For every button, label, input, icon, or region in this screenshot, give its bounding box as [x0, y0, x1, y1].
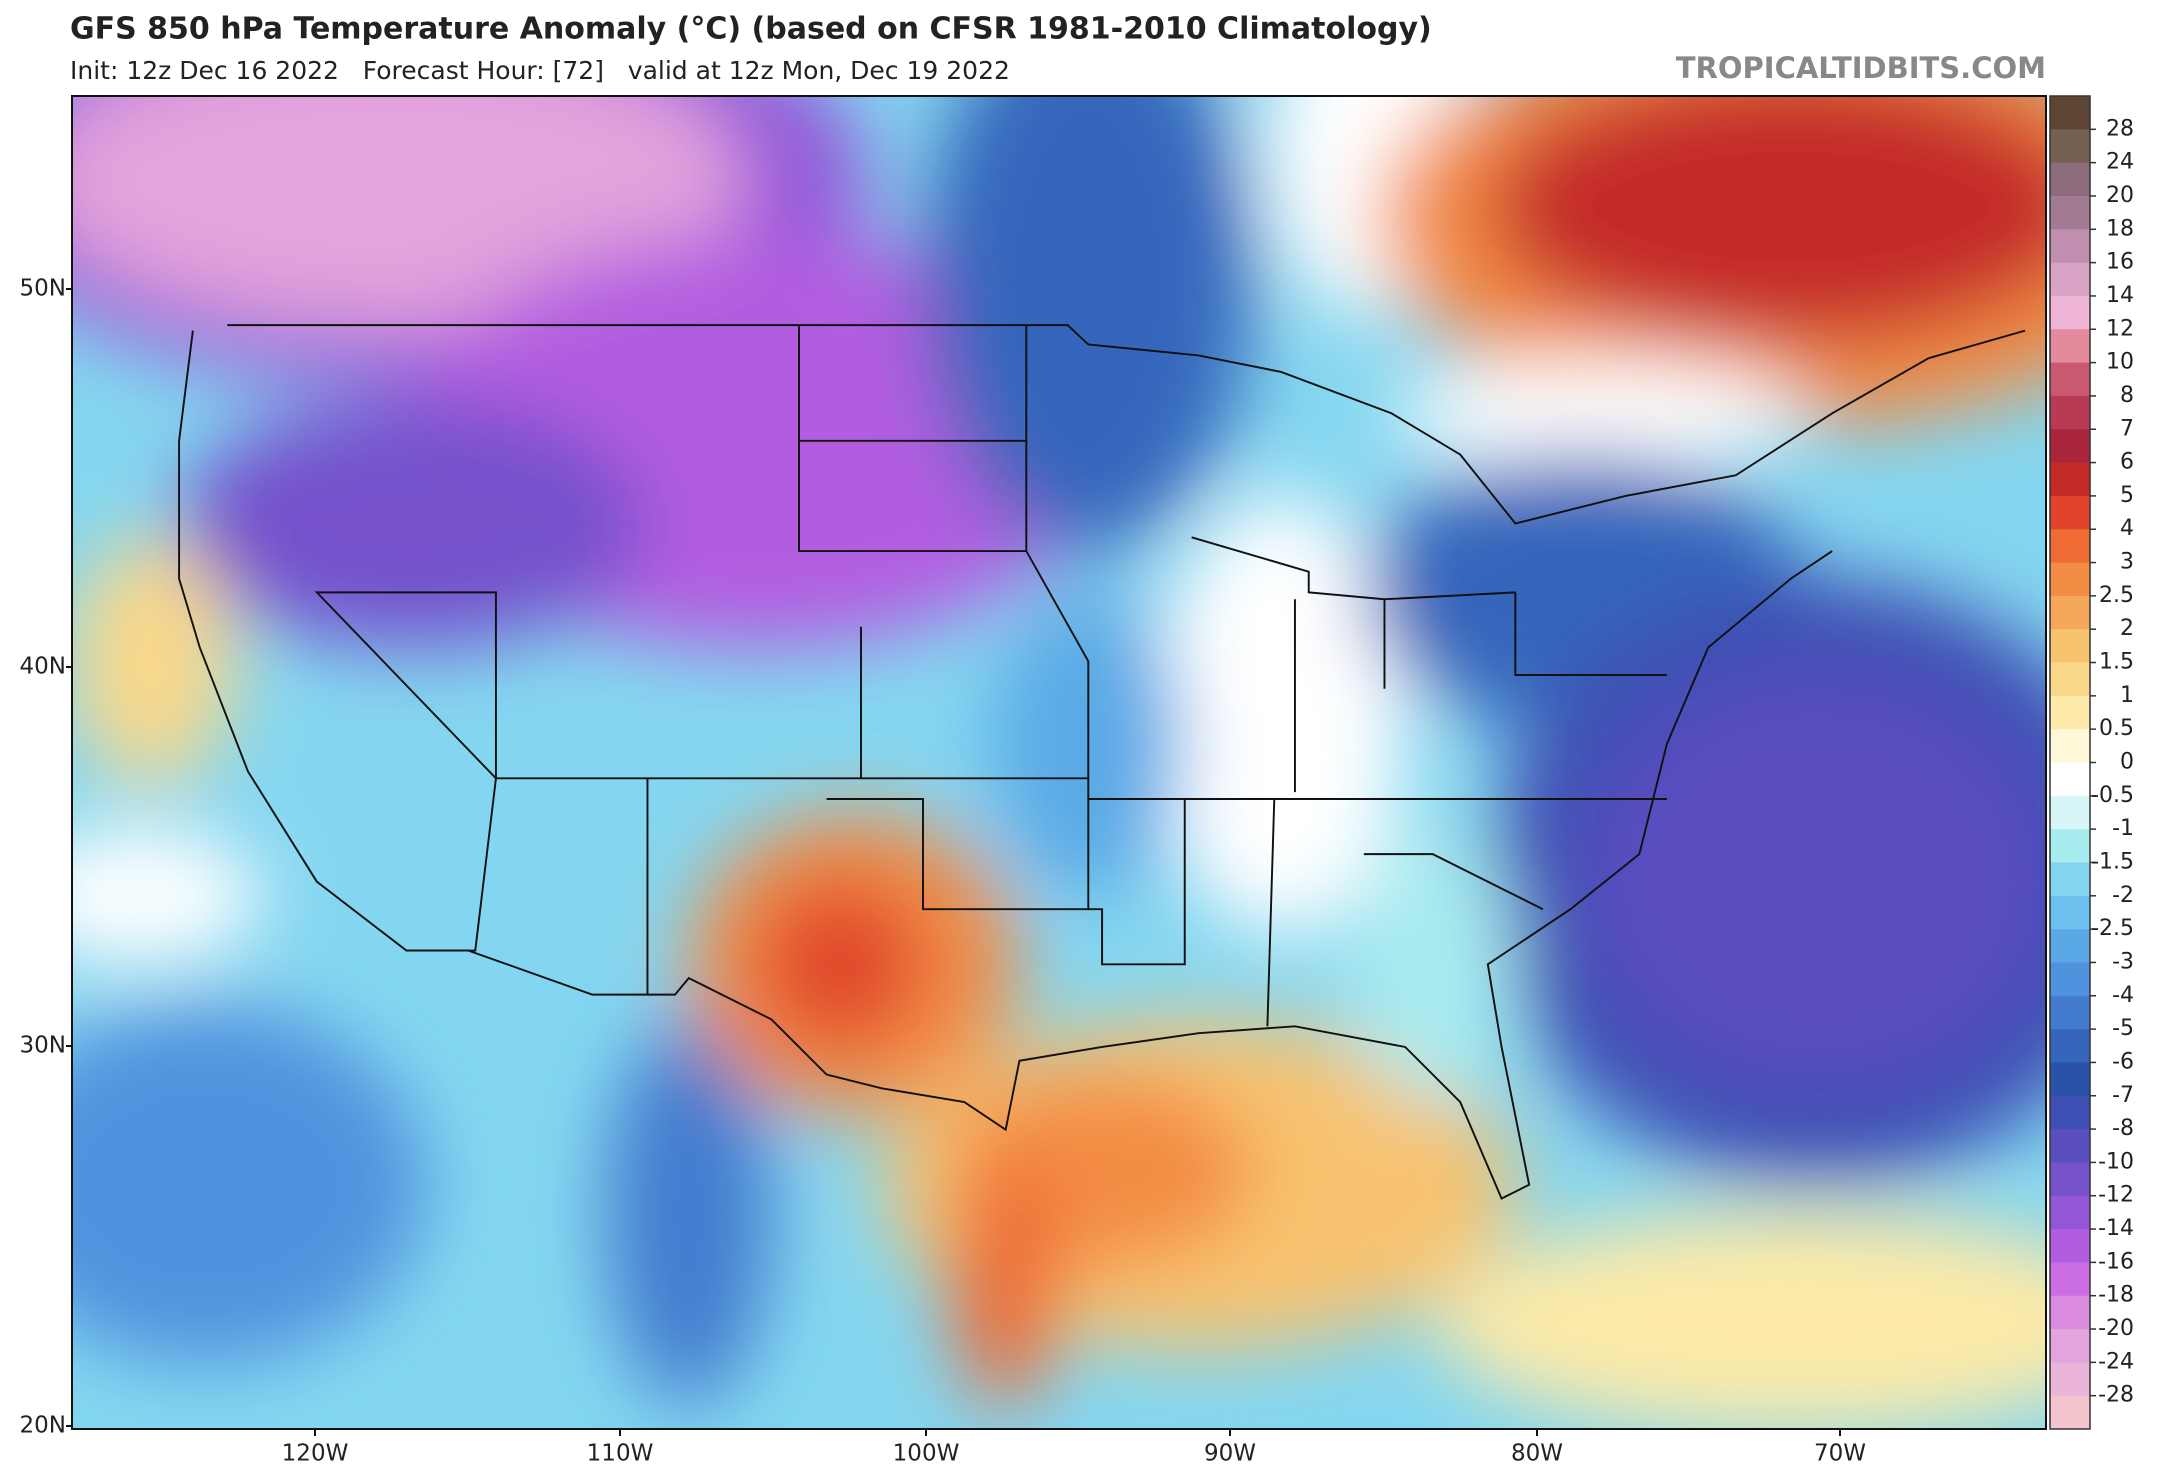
colorbar-label: 4 [2120, 516, 2134, 541]
colorbar-label: 0.5 [2099, 716, 2134, 741]
colorbar-label: 2 [2120, 616, 2134, 641]
colorbar-label: -8 [2112, 1116, 2134, 1141]
colorbar-swatch [2050, 129, 2090, 164]
colorbar-label: -1.5 [2091, 849, 2134, 874]
colorbar-swatch [2050, 862, 2090, 897]
colorbar-swatch [2050, 595, 2090, 630]
colorbar-swatch [2050, 329, 2090, 364]
lon-label: 80W [1511, 1441, 1563, 1467]
colorbar-label: -12 [2098, 1183, 2134, 1208]
colorbar-swatch [2050, 1195, 2090, 1230]
colorbar-label: -7 [2112, 1083, 2134, 1108]
colorbar-swatch [2050, 96, 2090, 130]
colorbar-swatch [2050, 929, 2090, 963]
colorbar-swatch [2050, 995, 2090, 1030]
colorbar-swatch [2050, 362, 2090, 397]
borders [178, 324, 2026, 1200]
watermark: TROPICALTIDBITS.COM [1676, 51, 2046, 85]
colorbar-label: -3 [2112, 949, 2134, 974]
colorbar-swatch [2050, 962, 2090, 997]
map-frame [71, 95, 2047, 1430]
colorbar-swatch [2050, 295, 2090, 330]
colorbar-label: 0 [2120, 750, 2134, 775]
colorbar-swatch [2050, 1229, 2090, 1263]
colorbar-label: -6 [2112, 1049, 2134, 1074]
colorbar-label: 24 [2106, 150, 2134, 175]
colorbar-label: 3 [2120, 550, 2134, 575]
subtitle: Init: 12z Dec 16 2022 Forecast Hour: [72… [70, 56, 1010, 85]
lat-label: 40N [20, 654, 66, 680]
lat-label: 50N [20, 276, 66, 302]
anomaly-field [72, 96, 2046, 1429]
lon-label: 70W [1814, 1441, 1866, 1467]
colorbar-label: -28 [2098, 1383, 2134, 1408]
colorbar-label: 18 [2106, 216, 2134, 241]
colorbar-label: -2 [2112, 883, 2134, 908]
colorbar-swatch [2050, 429, 2090, 464]
colorbar-label: -4 [2112, 983, 2134, 1008]
colorbar-swatch [2050, 1262, 2090, 1297]
colorbar-label: -10 [2098, 1149, 2134, 1174]
colorbar: 28 24 20 18 16 14 12 10 8 7 6 5 4 3 2.5 2 1.5 1 0.5 0 -0.5 -1… [2049, 95, 2134, 1430]
colorbar-swatch [2050, 629, 2090, 664]
colorbar-label: 2.5 [2099, 583, 2134, 608]
title: GFS 850 hPa Temperature Anomaly (°C) (ba… [70, 12, 1432, 47]
colorbar-swatch [2050, 762, 2090, 797]
colorbar-swatch [2050, 1129, 2090, 1163]
colorbar-swatch [2050, 262, 2090, 297]
colorbar-swatch [2050, 1029, 2090, 1063]
colorbar-swatch [2050, 1095, 2090, 1130]
colorbar-swatch [2050, 562, 2090, 597]
colorbar-swatch [2050, 1295, 2090, 1330]
lon-label: 100W [893, 1441, 960, 1467]
colorbar-swatch [2050, 1062, 2090, 1097]
colorbar-swatch [2050, 162, 2090, 197]
colorbar-label: 16 [2106, 250, 2134, 275]
lat-label: 20N [20, 1413, 66, 1439]
colorbar-swatch [2050, 829, 2090, 863]
colorbar-label: 12 [2106, 316, 2134, 341]
colorbar-swatch [2050, 729, 2090, 763]
colorbar-swatch [2050, 462, 2090, 497]
colorbar-swatch [2050, 1395, 2090, 1430]
colorbar-label: -1 [2112, 816, 2134, 841]
colorbar-label: 1 [2120, 683, 2134, 708]
colorbar-swatch [2050, 495, 2090, 530]
colorbar-label: 20 [2106, 183, 2134, 208]
colorbar-label: -20 [2098, 1316, 2134, 1341]
lat-label: 30N [20, 1033, 66, 1059]
colorbar-label: -14 [2098, 1216, 2134, 1241]
colorbar-label: -5 [2112, 1016, 2134, 1041]
colorbar-swatch [2050, 229, 2090, 264]
colorbar-label: 5 [2120, 483, 2134, 508]
lon-label: 120W [282, 1441, 349, 1467]
colorbar-label: -2.5 [2091, 916, 2134, 941]
colorbar-swatch [2050, 395, 2090, 430]
colorbar-label: -0.5 [2091, 783, 2134, 808]
colorbar-label: 7 [2120, 416, 2134, 441]
colorbar-swatch [2050, 695, 2090, 730]
colorbar-swatch [2050, 795, 2090, 830]
colorbar-swatch [2050, 1329, 2090, 1363]
colorbar-label: 6 [2120, 450, 2134, 475]
colorbar-label: 28 [2106, 116, 2134, 141]
lon-label: 110W [587, 1441, 654, 1467]
colorbar-swatch [2050, 662, 2090, 697]
colorbar-label: -24 [2098, 1349, 2134, 1374]
colorbar-swatch [2050, 1362, 2090, 1397]
colorbar-swatch [2050, 195, 2090, 230]
lon-label: 90W [1204, 1441, 1256, 1467]
colorbar-swatch [2050, 895, 2090, 930]
colorbar-label: -18 [2098, 1283, 2134, 1308]
colorbar-label: 14 [2106, 283, 2134, 308]
colorbar-swatch [2050, 529, 2090, 564]
axes: 50N 40N 30N 20N 120W 110W 100W 90W 80W 70W [20, 276, 1866, 1467]
colorbar-label: -16 [2098, 1249, 2134, 1274]
colorbar-label: 8 [2120, 383, 2134, 408]
colorbar-label: 1.5 [2099, 650, 2134, 675]
colorbar-swatch [2050, 1162, 2090, 1197]
colorbar-label: 10 [2106, 350, 2134, 375]
